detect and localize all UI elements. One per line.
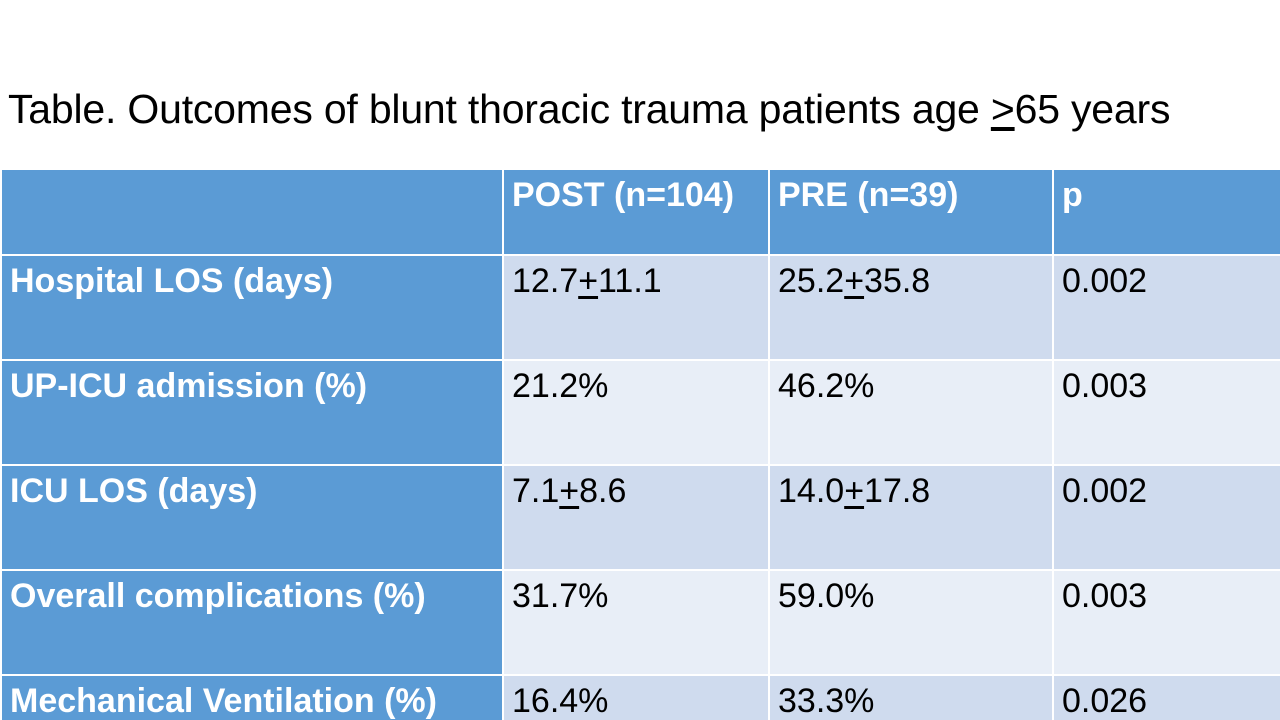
cell-p: 0.003: [1052, 359, 1280, 466]
pre-mean: 14.0: [778, 472, 845, 510]
header-p: p: [1052, 168, 1280, 256]
cell-pre: 14.0+17.8: [768, 464, 1054, 571]
post-sd: 11.1: [598, 262, 662, 300]
cell-pre: 25.2+35.8: [768, 254, 1054, 361]
title-ge-symbol: >: [990, 86, 1015, 132]
cell-pre: 46.2%: [768, 359, 1054, 466]
plus-minus-symbol: +: [559, 472, 580, 510]
table-row: Mechanical Ventilation (%) 16.4% 33.3% 0…: [0, 674, 1280, 720]
cell-p: 0.002: [1052, 464, 1280, 571]
post-sd: 8.6: [579, 472, 627, 510]
cell-p: 0.002: [1052, 254, 1280, 361]
cell-pre: 33.3%: [768, 674, 1054, 720]
plus-minus-symbol: +: [844, 472, 865, 510]
row-label: ICU LOS (days): [0, 464, 504, 571]
table-header-row: POST (n=104) PRE (n=39) p: [0, 168, 1280, 256]
table-row: Hospital LOS (days) 12.7+11.1 25.2+35.8 …: [0, 254, 1280, 361]
slide-title: Table. Outcomes of blunt thoracic trauma…: [8, 86, 1170, 133]
table-row: Overall complications (%) 31.7% 59.0% 0.…: [0, 569, 1280, 676]
row-label: Overall complications (%): [0, 569, 504, 676]
outcomes-table: POST (n=104) PRE (n=39) p Hospital LOS (…: [0, 168, 1280, 720]
pre-sd: 17.8: [864, 472, 931, 510]
title-suffix: 65 years: [1014, 86, 1171, 132]
row-label: Hospital LOS (days): [0, 254, 504, 361]
row-label: Mechanical Ventilation (%): [0, 674, 504, 720]
table-row: UP-ICU admission (%) 21.2% 46.2% 0.003: [0, 359, 1280, 466]
table-row: ICU LOS (days) 7.1+8.6 14.0+17.8 0.002: [0, 464, 1280, 571]
row-label: UP-ICU admission (%): [0, 359, 504, 466]
plus-minus-symbol: +: [578, 262, 599, 300]
cell-post: 12.7+11.1: [502, 254, 770, 361]
post-mean: 12.7: [512, 262, 579, 300]
cell-pre: 59.0%: [768, 569, 1054, 676]
cell-p: 0.026: [1052, 674, 1280, 720]
title-prefix: Table. Outcomes of blunt thoracic trauma…: [8, 86, 991, 132]
cell-post: 31.7%: [502, 569, 770, 676]
pre-mean: 25.2: [778, 262, 845, 300]
post-mean: 7.1: [512, 472, 560, 510]
header-post: POST (n=104): [502, 168, 770, 256]
cell-post: 21.2%: [502, 359, 770, 466]
plus-minus-symbol: +: [844, 262, 865, 300]
header-blank: [0, 168, 504, 256]
cell-post: 7.1+8.6: [502, 464, 770, 571]
cell-post: 16.4%: [502, 674, 770, 720]
pre-sd: 35.8: [864, 262, 931, 300]
header-pre: PRE (n=39): [768, 168, 1054, 256]
cell-p: 0.003: [1052, 569, 1280, 676]
